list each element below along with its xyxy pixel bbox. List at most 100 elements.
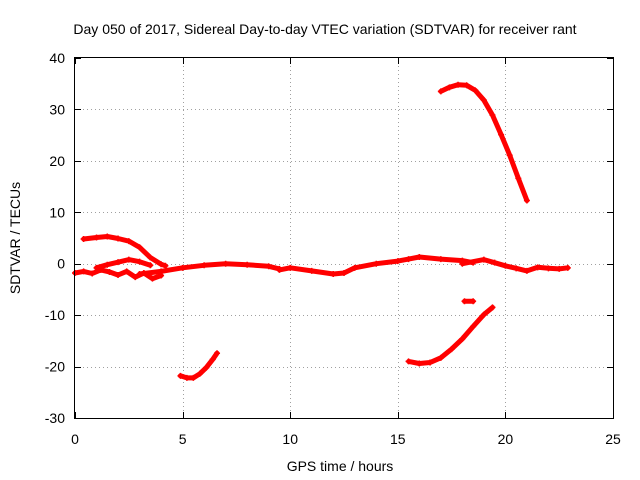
x-axis-tick-labels: 0 5 10 15 20 25 — [71, 431, 621, 447]
y-tick-label: 30 — [49, 101, 65, 117]
data-point — [179, 264, 186, 271]
series-arc-7 — [177, 350, 221, 381]
data-point — [136, 244, 143, 251]
data-point — [80, 236, 87, 243]
y-axis-title: SDTVAR / TECUs — [7, 182, 23, 294]
grid-lines — [75, 58, 613, 418]
chart-title: Day 050 of 2017, Sidereal Day-to-day VTE… — [73, 21, 576, 37]
data-point — [222, 260, 229, 267]
x-tick-label: 25 — [605, 431, 621, 447]
data-point — [132, 274, 139, 281]
data-point — [463, 82, 470, 89]
series-arc-4 — [136, 260, 283, 277]
y-axis-tick-labels: -30 -20 -10 0 10 20 30 40 — [45, 50, 65, 426]
data-point — [523, 267, 530, 274]
data-point — [427, 359, 434, 366]
data-point — [106, 268, 113, 275]
data-point — [149, 275, 156, 282]
data-point — [136, 271, 143, 277]
data-point — [203, 364, 210, 371]
series-line — [406, 304, 495, 366]
data-series — [72, 81, 571, 381]
series-arc-8 — [405, 304, 496, 367]
series-arc-10 — [437, 81, 530, 204]
data-point — [125, 238, 132, 245]
data-point — [190, 374, 197, 381]
y-tick-label: -10 — [45, 307, 65, 323]
data-point — [93, 234, 100, 241]
data-point — [147, 254, 154, 261]
x-tick-label: 0 — [71, 431, 79, 447]
data-point — [405, 256, 412, 263]
data-point — [461, 298, 468, 305]
data-point — [162, 262, 169, 269]
data-point — [506, 152, 513, 159]
series-line — [137, 261, 282, 277]
x-tick-label: 10 — [282, 431, 298, 447]
data-point — [480, 256, 487, 263]
data-point — [214, 350, 221, 357]
data-point — [416, 360, 423, 367]
data-point — [394, 258, 401, 265]
axis-ticks — [75, 58, 614, 419]
data-point — [498, 131, 505, 138]
data-point — [209, 356, 216, 363]
series-arc-9 — [461, 298, 477, 305]
data-point — [351, 264, 358, 271]
data-point — [437, 354, 444, 361]
data-point — [287, 264, 294, 271]
data-point — [502, 262, 509, 269]
data-point — [125, 256, 132, 263]
series-line — [94, 257, 153, 271]
data-point — [564, 264, 571, 271]
data-point — [244, 261, 251, 268]
data-point — [515, 175, 522, 182]
data-point — [455, 81, 462, 88]
data-point — [448, 346, 455, 353]
data-point — [276, 266, 283, 273]
data-point — [545, 265, 552, 272]
data-point — [489, 112, 496, 119]
data-point — [416, 254, 423, 261]
data-point — [196, 370, 203, 377]
data-point — [556, 265, 563, 272]
data-point — [104, 233, 111, 240]
data-point — [459, 335, 466, 342]
data-point — [183, 374, 190, 381]
data-point — [308, 267, 315, 274]
data-point — [405, 358, 412, 365]
data-point — [115, 272, 122, 279]
data-point — [341, 269, 347, 276]
data-point — [93, 264, 100, 271]
data-point — [513, 265, 520, 272]
x-axis-title: GPS time / hours — [287, 458, 394, 474]
data-point — [265, 263, 272, 270]
data-point — [158, 268, 165, 275]
series-arc-5 — [276, 254, 477, 277]
data-point — [123, 268, 130, 275]
series-arc-3 — [93, 256, 154, 271]
data-point — [80, 268, 87, 275]
y-tick-label: -20 — [45, 359, 65, 375]
data-point — [459, 260, 466, 267]
data-point — [480, 311, 487, 318]
x-tick-label: 15 — [390, 431, 406, 447]
plot-frame — [74, 57, 614, 419]
data-point — [177, 372, 184, 379]
data-point — [489, 304, 496, 311]
data-point — [330, 271, 337, 277]
data-point — [480, 97, 487, 104]
x-tick-label: 20 — [498, 431, 514, 447]
data-point — [491, 259, 498, 266]
data-point — [373, 260, 380, 267]
data-point — [115, 235, 122, 242]
data-point — [89, 270, 96, 277]
x-tick-label: 5 — [179, 431, 187, 447]
data-point — [437, 88, 444, 95]
series-arc-6 — [459, 256, 571, 274]
data-point — [446, 84, 453, 91]
data-point — [472, 87, 479, 94]
data-point — [147, 262, 154, 269]
data-point — [523, 197, 530, 204]
